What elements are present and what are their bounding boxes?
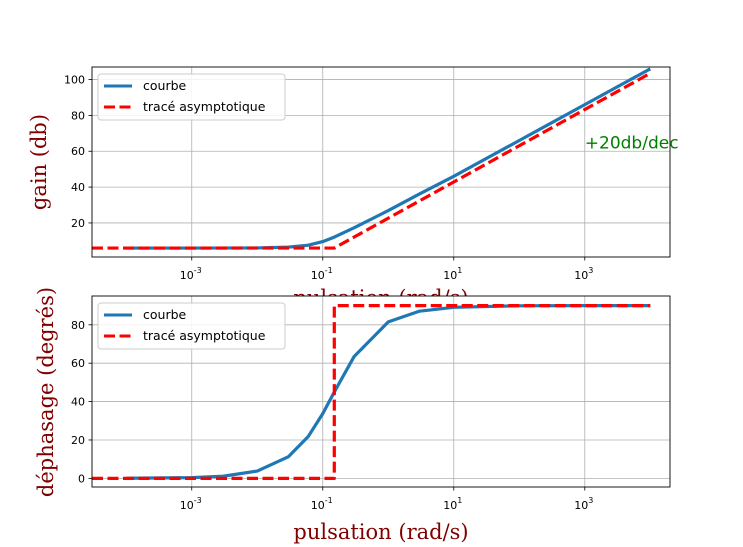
phase-ticks: 10-3 10-1 101 103 0 20 40 60 80 — [71, 319, 593, 512]
x-tick-label: 103 — [574, 496, 593, 512]
gain-lines — [92, 67, 652, 250]
asymptote-series-line — [92, 71, 652, 250]
x-tick-label: 101 — [443, 496, 462, 512]
x-tick-label: 10-3 — [180, 496, 202, 512]
gain-legend: courbe tracé asymptotique — [97, 73, 286, 121]
x-tick-label: 101 — [443, 266, 462, 282]
y-tick-label: 60 — [71, 145, 85, 158]
curve-series-line — [126, 67, 652, 250]
phase-lines — [92, 304, 651, 480]
gain-y-axis-label: gain (db) — [27, 114, 51, 210]
gain-legend-label-asymptote: tracé asymptotique — [143, 99, 266, 114]
y-tick-label: 20 — [71, 434, 85, 447]
slope-annotation: +20db/dec — [585, 133, 679, 153]
gain-legend-box — [97, 73, 286, 121]
phase-subplot: 10-3 10-1 101 103 0 20 40 60 80 déphasage (degré… — [34, 287, 671, 544]
phase-legend-label-courbe: courbe — [143, 307, 187, 322]
asymptote-series-line — [92, 304, 651, 480]
phase-x-axis-label: pulsation (rad/s) — [293, 520, 468, 544]
y-tick-label: 20 — [71, 217, 85, 230]
y-tick-label: 80 — [71, 109, 85, 122]
gain-ticks: 10-3 10-1 101 103 20 40 60 80 100 — [64, 74, 593, 282]
phase-plot-frame — [91, 295, 671, 488]
gain-legend-label-courbe: courbe — [143, 78, 187, 93]
y-tick-label: 40 — [71, 181, 85, 194]
phase-legend-label-asymptote: tracé asymptotique — [143, 328, 266, 343]
y-tick-label: 0 — [78, 472, 85, 485]
phase-legend-box — [97, 302, 286, 350]
y-tick-label: 80 — [71, 319, 85, 332]
x-tick-label: 10-1 — [311, 266, 333, 282]
x-tick-label: 10-3 — [180, 266, 202, 282]
y-tick-label: 60 — [71, 357, 85, 370]
x-tick-label: 10-1 — [311, 496, 333, 512]
phase-legend: courbe tracé asymptotique — [97, 302, 286, 350]
y-tick-label: 40 — [71, 396, 85, 409]
x-tick-label: 103 — [574, 266, 593, 282]
gain-plot-frame — [91, 66, 671, 258]
y-tick-label: 100 — [64, 74, 85, 87]
phase-y-axis-label: déphasage (degrés) — [34, 287, 58, 497]
